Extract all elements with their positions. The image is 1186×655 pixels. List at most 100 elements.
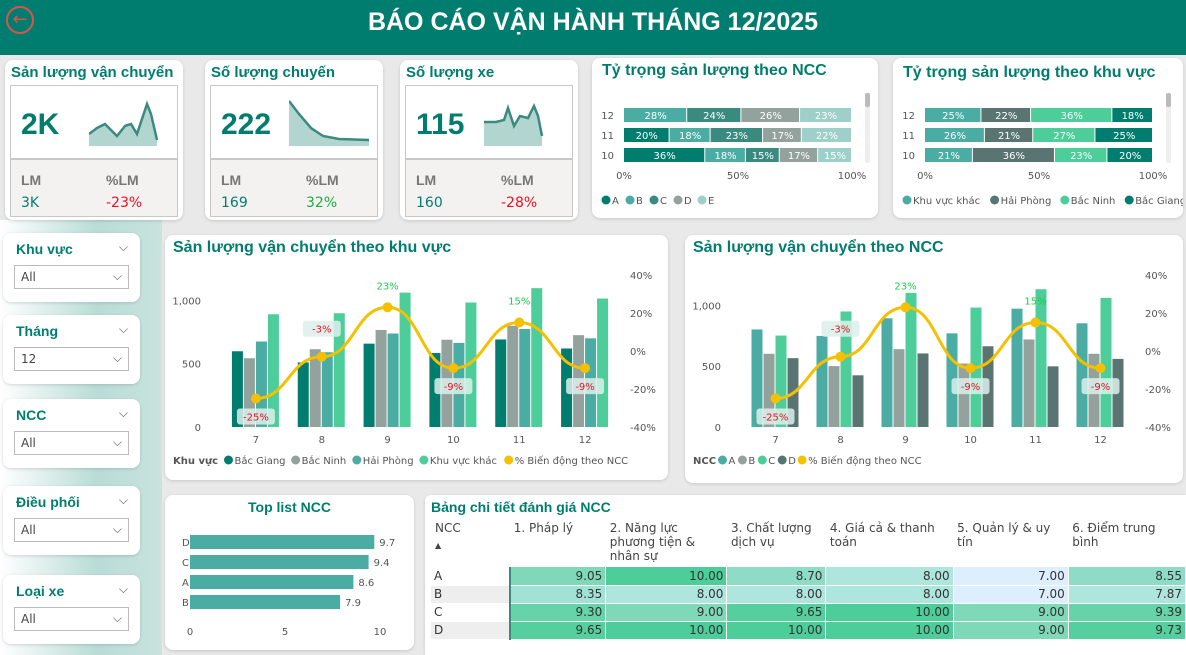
- bar-segment[interactable]: [624, 148, 705, 162]
- line-point[interactable]: [835, 351, 846, 362]
- bar-segment[interactable]: [745, 148, 779, 162]
- bar-segment[interactable]: [741, 108, 800, 122]
- slicer-dropdown[interactable]: 12 ⌵: [14, 347, 129, 371]
- bar[interactable]: [775, 335, 787, 427]
- bar[interactable]: [321, 352, 333, 427]
- bar-segment[interactable]: [925, 148, 972, 162]
- bar-segment[interactable]: [779, 148, 818, 162]
- bar[interactable]: [751, 329, 763, 427]
- scrollbar-thumb[interactable]: [865, 93, 870, 107]
- bar[interactable]: [255, 341, 267, 428]
- bar[interactable]: [958, 363, 970, 427]
- bar-segment[interactable]: [981, 108, 1031, 122]
- bar[interactable]: [893, 349, 905, 427]
- bar-segment[interactable]: [925, 108, 981, 122]
- chevron-down-icon[interactable]: ⌵: [118, 493, 128, 507]
- bar-segment[interactable]: [705, 148, 745, 162]
- bar[interactable]: [399, 292, 411, 427]
- table-row[interactable]: C 9.30 9.00 9.65 10.00 9.00 9.39: [431, 603, 1186, 622]
- bar[interactable]: [375, 329, 387, 427]
- column-header[interactable]: 3. Chất lượng dịch vụ: [727, 519, 826, 567]
- scrollbar[interactable]: [865, 93, 870, 163]
- line-point[interactable]: [900, 302, 911, 313]
- bar-segment[interactable]: [669, 128, 710, 142]
- bar[interactable]: [507, 325, 519, 427]
- bar[interactable]: [495, 339, 507, 427]
- bar-segment[interactable]: [801, 128, 851, 142]
- bar-segment[interactable]: [984, 128, 1033, 142]
- bar[interactable]: [267, 314, 279, 427]
- scrollbar[interactable]: [1166, 93, 1171, 163]
- slicer-dropdown[interactable]: All ⌵: [14, 518, 129, 542]
- slicer-dropdown[interactable]: All ⌵: [14, 431, 129, 455]
- bar-segment[interactable]: [710, 128, 763, 142]
- bar[interactable]: [905, 292, 917, 427]
- scrollbar-thumb[interactable]: [1166, 93, 1171, 107]
- bar-segment[interactable]: [1107, 148, 1152, 162]
- line-point[interactable]: [448, 363, 459, 374]
- table-row[interactable]: B 8.35 8.00 8.00 8.00 7.00 7.87: [431, 585, 1186, 604]
- line-point[interactable]: [770, 393, 781, 404]
- bar[interactable]: [917, 353, 929, 427]
- chevron-down-icon[interactable]: ⌵: [118, 582, 128, 596]
- bar-segment[interactable]: [1054, 148, 1107, 162]
- bar[interactable]: [531, 288, 543, 427]
- bar[interactable]: [852, 375, 864, 427]
- bar-segment[interactable]: [763, 128, 801, 142]
- bar[interactable]: [881, 318, 893, 427]
- bar-segment[interactable]: [800, 108, 851, 122]
- bar[interactable]: [387, 333, 399, 427]
- bar[interactable]: [231, 351, 243, 427]
- bar[interactable]: [828, 366, 840, 427]
- slicer-dropdown[interactable]: All ⌵: [14, 607, 129, 631]
- bar[interactable]: [363, 343, 375, 427]
- bar[interactable]: [1100, 297, 1112, 427]
- table-row[interactable]: D 9.65 10.00 10.00 10.00 9.00 9.73: [431, 621, 1186, 640]
- bar[interactable]: [243, 358, 255, 427]
- line-point[interactable]: [580, 363, 591, 374]
- table-row[interactable]: A 9.05 10.00 8.70 8.00 7.00 8.55: [431, 567, 1186, 586]
- bar-segment[interactable]: [624, 128, 669, 142]
- column-header[interactable]: 2. Năng lực phương tiện & nhân sự: [606, 519, 727, 567]
- bar[interactable]: [816, 335, 828, 427]
- back-button[interactable]: ←: [6, 6, 34, 34]
- bar-segment[interactable]: [1112, 108, 1152, 122]
- bar[interactable]: [519, 328, 531, 427]
- bar-segment[interactable]: [624, 108, 687, 122]
- line-point[interactable]: [965, 363, 976, 374]
- bar-segment[interactable]: [1095, 128, 1152, 142]
- bar[interactable]: [1023, 339, 1035, 427]
- bar[interactable]: [465, 302, 477, 427]
- line-point[interactable]: [316, 351, 327, 362]
- bar-segment[interactable]: [1033, 128, 1095, 142]
- column-header[interactable]: 1. Pháp lý: [510, 519, 606, 567]
- line-point[interactable]: [514, 317, 525, 328]
- bar[interactable]: [190, 575, 354, 589]
- bar-segment[interactable]: [818, 148, 851, 162]
- bar[interactable]: [190, 595, 341, 609]
- bar-segment[interactable]: [925, 128, 984, 142]
- bar-segment[interactable]: [972, 148, 1054, 162]
- line-point[interactable]: [1030, 317, 1041, 328]
- column-header[interactable]: NCC ▲: [431, 519, 510, 567]
- bar[interactable]: [763, 353, 775, 427]
- bar[interactable]: [297, 362, 309, 427]
- bar[interactable]: [190, 555, 369, 569]
- bar-segment[interactable]: [1031, 108, 1112, 122]
- column-header[interactable]: 5. Quản lý & uy tín: [953, 519, 1068, 567]
- chevron-down-icon[interactable]: ⌵: [118, 322, 128, 336]
- column-header[interactable]: 6. Điểm trung bình: [1068, 519, 1185, 567]
- bar[interactable]: [1047, 366, 1059, 427]
- slicer-dropdown[interactable]: All ⌵: [14, 265, 129, 289]
- bar[interactable]: [1035, 289, 1047, 427]
- column-header[interactable]: 4. Giá cả & thanh toán: [826, 519, 953, 567]
- bar[interactable]: [333, 313, 345, 427]
- bar[interactable]: [190, 535, 375, 549]
- chevron-down-icon[interactable]: ⌵: [118, 240, 128, 254]
- line-point[interactable]: [1095, 363, 1106, 374]
- chevron-down-icon[interactable]: ⌵: [118, 406, 128, 420]
- line-point[interactable]: [382, 302, 393, 313]
- bar[interactable]: [309, 349, 321, 427]
- line-point[interactable]: [250, 393, 261, 404]
- bar[interactable]: [1076, 323, 1088, 427]
